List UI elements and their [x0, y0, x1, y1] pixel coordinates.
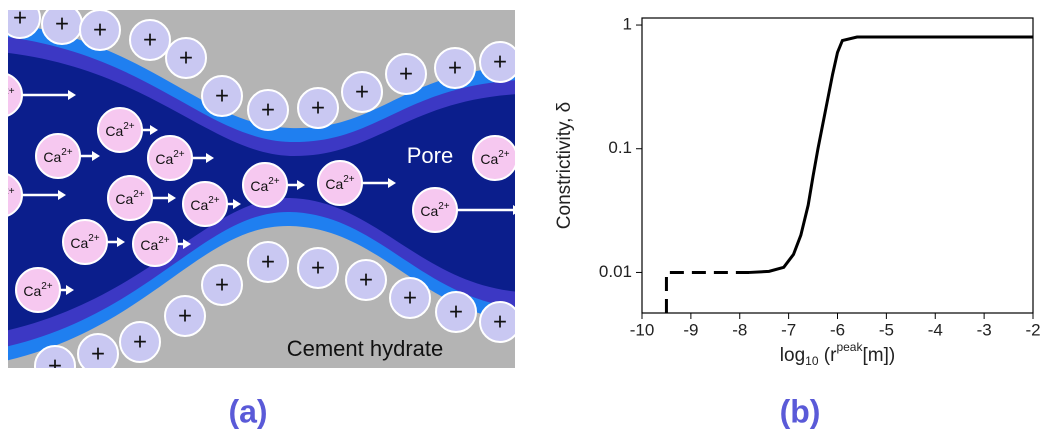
x-label-part: 10 — [805, 354, 819, 368]
plus-sign: + — [403, 284, 417, 311]
ion-symbol: Ca — [420, 203, 438, 219]
ion-symbol: Ca — [105, 123, 123, 139]
arrow-head — [513, 205, 521, 215]
pore-diagram: +++++++++++++++++++++++ Ca2+Ca2+Ca2+Ca2+… — [0, 0, 521, 386]
x-label-part: peak — [836, 340, 863, 354]
plus-sign: + — [93, 16, 107, 43]
plus-sign: + — [399, 60, 413, 87]
data-line — [666, 272, 749, 313]
ion-charge: 2+ — [88, 233, 100, 244]
plus-sign: + — [359, 266, 373, 293]
x-label-part: log — [780, 345, 805, 366]
ion-charge: 2+ — [133, 189, 145, 200]
chart: -10 -9 -8 -7 -6 -5 -4 -3 -2 0.01 0.1 1 Constrictivit… — [554, 15, 1041, 369]
pore-label: Pore — [407, 143, 453, 168]
plus-sign: + — [133, 328, 147, 355]
plus-sign: + — [179, 44, 193, 71]
figure: +++++++++++++++++++++++ Ca2+Ca2+Ca2+Ca2+… — [0, 0, 1047, 439]
plus-sign: + — [215, 82, 229, 109]
plus-sign: + — [55, 10, 69, 37]
ion-charge: 2+ — [3, 86, 15, 97]
ion-charge: 2+ — [498, 149, 510, 160]
plus-sign: + — [449, 298, 463, 325]
x-tick-label: -4 — [928, 320, 943, 339]
plus-sign: + — [311, 94, 325, 121]
ion-symbol: Ca — [325, 176, 343, 192]
ion-charge: 2+ — [61, 147, 73, 158]
panel-label: (b) — [780, 393, 821, 429]
y-axis-label: Constrictivity, δ — [554, 102, 575, 229]
x-tick-label: -8 — [732, 320, 747, 339]
x-label-part: [m]) — [862, 345, 895, 366]
data-line — [750, 37, 1033, 272]
ion-charge: 2+ — [173, 149, 185, 160]
plus-sign: + — [448, 54, 462, 81]
ion-symbol: Ca — [0, 88, 3, 104]
ion-charge: 2+ — [343, 174, 355, 185]
ion-symbol: Ca — [480, 151, 498, 167]
x-tick-label: -10 — [630, 320, 655, 339]
panel-label: (a) — [228, 393, 267, 429]
ion-symbol: Ca — [155, 151, 173, 167]
ion-symbol: Ca — [43, 149, 61, 165]
plus-sign: + — [91, 340, 105, 367]
ion-symbol: Ca — [140, 237, 158, 253]
ion-symbol: Ca — [70, 235, 88, 251]
x-tick-label: -3 — [977, 320, 992, 339]
plus-sign: + — [13, 4, 27, 31]
x-tick-label: -9 — [683, 320, 698, 339]
plus-sign: + — [493, 308, 507, 335]
x-tick-label: -7 — [781, 320, 796, 339]
plus-sign: + — [311, 254, 325, 281]
ion-symbol: Ca — [23, 283, 41, 299]
plus-sign: + — [261, 96, 275, 123]
ion-charge: 2+ — [158, 235, 170, 246]
plot-frame — [642, 18, 1033, 313]
plus-sign: + — [178, 302, 192, 329]
x-axis-label: log10 (rpeak[m]) — [780, 340, 895, 368]
y-tick-label: 1 — [623, 15, 632, 34]
ion-symbol: Ca — [250, 178, 268, 194]
plus-sign: + — [355, 78, 369, 105]
ion-charge: 2+ — [438, 201, 450, 212]
x-label-part: (r — [819, 345, 838, 366]
x-tick-label: -6 — [830, 320, 845, 339]
ion-charge: 2+ — [208, 195, 220, 206]
y-tick-label: 0.1 — [608, 138, 632, 157]
cement-label: Cement hydrate — [287, 336, 444, 361]
ion-charge: 2+ — [123, 121, 135, 132]
plus-sign: + — [143, 26, 157, 53]
x-tick-label: -5 — [879, 320, 894, 339]
plus-sign: + — [261, 248, 275, 275]
ion-charge: 2+ — [41, 281, 53, 292]
plus-sign: + — [493, 48, 507, 75]
ion-charge: 2+ — [268, 176, 280, 187]
y-tick-label: 0.01 — [599, 262, 632, 281]
plus-sign: + — [215, 271, 229, 298]
ion-symbol: Ca — [0, 188, 3, 204]
ion-symbol: Ca — [115, 191, 133, 207]
ion-charge: 2+ — [3, 186, 15, 197]
plus-sign: + — [48, 352, 62, 379]
x-tick-label: -2 — [1025, 320, 1040, 339]
ion-symbol: Ca — [190, 197, 208, 213]
